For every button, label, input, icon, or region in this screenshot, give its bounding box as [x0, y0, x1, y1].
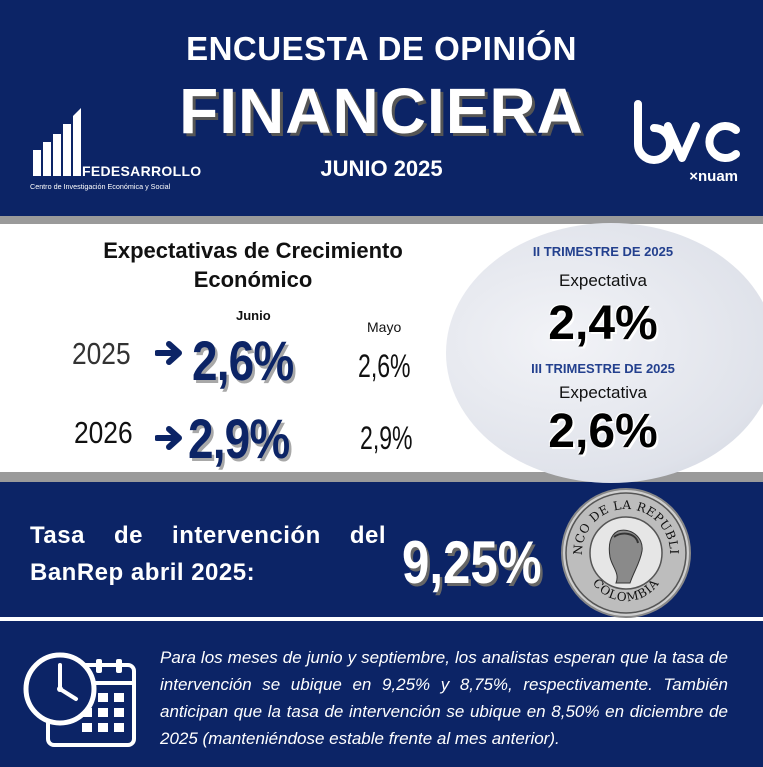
- quarter-circle-bg: [446, 223, 763, 483]
- title-line-2: FINANCIERA: [179, 75, 584, 147]
- rate-label: Tasa de intervención del BanRep abril 20…: [30, 517, 386, 591]
- calendar-clock-icon: [23, 652, 136, 747]
- rate-label-line-2: BanRep abril 2025:: [30, 559, 256, 586]
- quarter-value: 2,4%: [548, 297, 658, 350]
- rate-forecast-note: Para los meses de junio y septiembre, lo…: [160, 648, 728, 748]
- arrow-right-icon: [155, 426, 182, 450]
- arrow-right-icon: [155, 341, 182, 365]
- growth-current-value: 2,6%: [192, 329, 294, 392]
- growth-title: Expectativas de Crecimiento Económico: [103, 238, 403, 292]
- fedesarrollo-bars-icon: [33, 108, 81, 176]
- divider: [0, 617, 763, 621]
- fedesarrollo-logo: FEDESARROLLO Centro de Investigación Eco…: [30, 108, 215, 192]
- previous-month-label: Mayo: [367, 319, 402, 335]
- quarter-label: Expectativa: [559, 383, 647, 402]
- year-label: 2025: [72, 336, 131, 371]
- bvc-logo: ×nuam: [632, 100, 744, 190]
- report-date: JUNIO 2025: [320, 156, 443, 181]
- quarter-title: II TRIMESTRE DE 2025: [532, 244, 674, 259]
- banco-republica-seal-icon: BANCO DE LA REPUBLICA COLOMBIA: [560, 487, 691, 618]
- divider: [0, 216, 763, 224]
- current-month-label: Junio: [236, 308, 271, 323]
- quarter-value: 2,6%: [548, 405, 658, 458]
- rate-value: 9,25%: [402, 529, 542, 596]
- growth-current-value: 2,9%: [188, 407, 290, 470]
- year-label: 2026: [74, 415, 133, 450]
- quarter-title: III TRIMESTRE DE 2025: [531, 361, 675, 376]
- fedesarrollo-subtitle: Centro de Investigación Económica y Soci…: [30, 182, 171, 191]
- fedesarrollo-name: FEDESARROLLO: [82, 163, 202, 179]
- quarter-label: Expectativa: [559, 271, 647, 290]
- title-line-1: ENCUESTA DE OPINIÓN: [186, 30, 577, 67]
- bvc-wordmark-icon: [634, 100, 740, 164]
- bvc-subtitle: ×nuam: [689, 168, 738, 185]
- growth-previous-value: 2,9%: [360, 420, 413, 456]
- growth-previous-value: 2,6%: [358, 348, 411, 384]
- divider: [0, 472, 763, 482]
- rate-label-line-1: Tasa de intervención del: [30, 522, 386, 549]
